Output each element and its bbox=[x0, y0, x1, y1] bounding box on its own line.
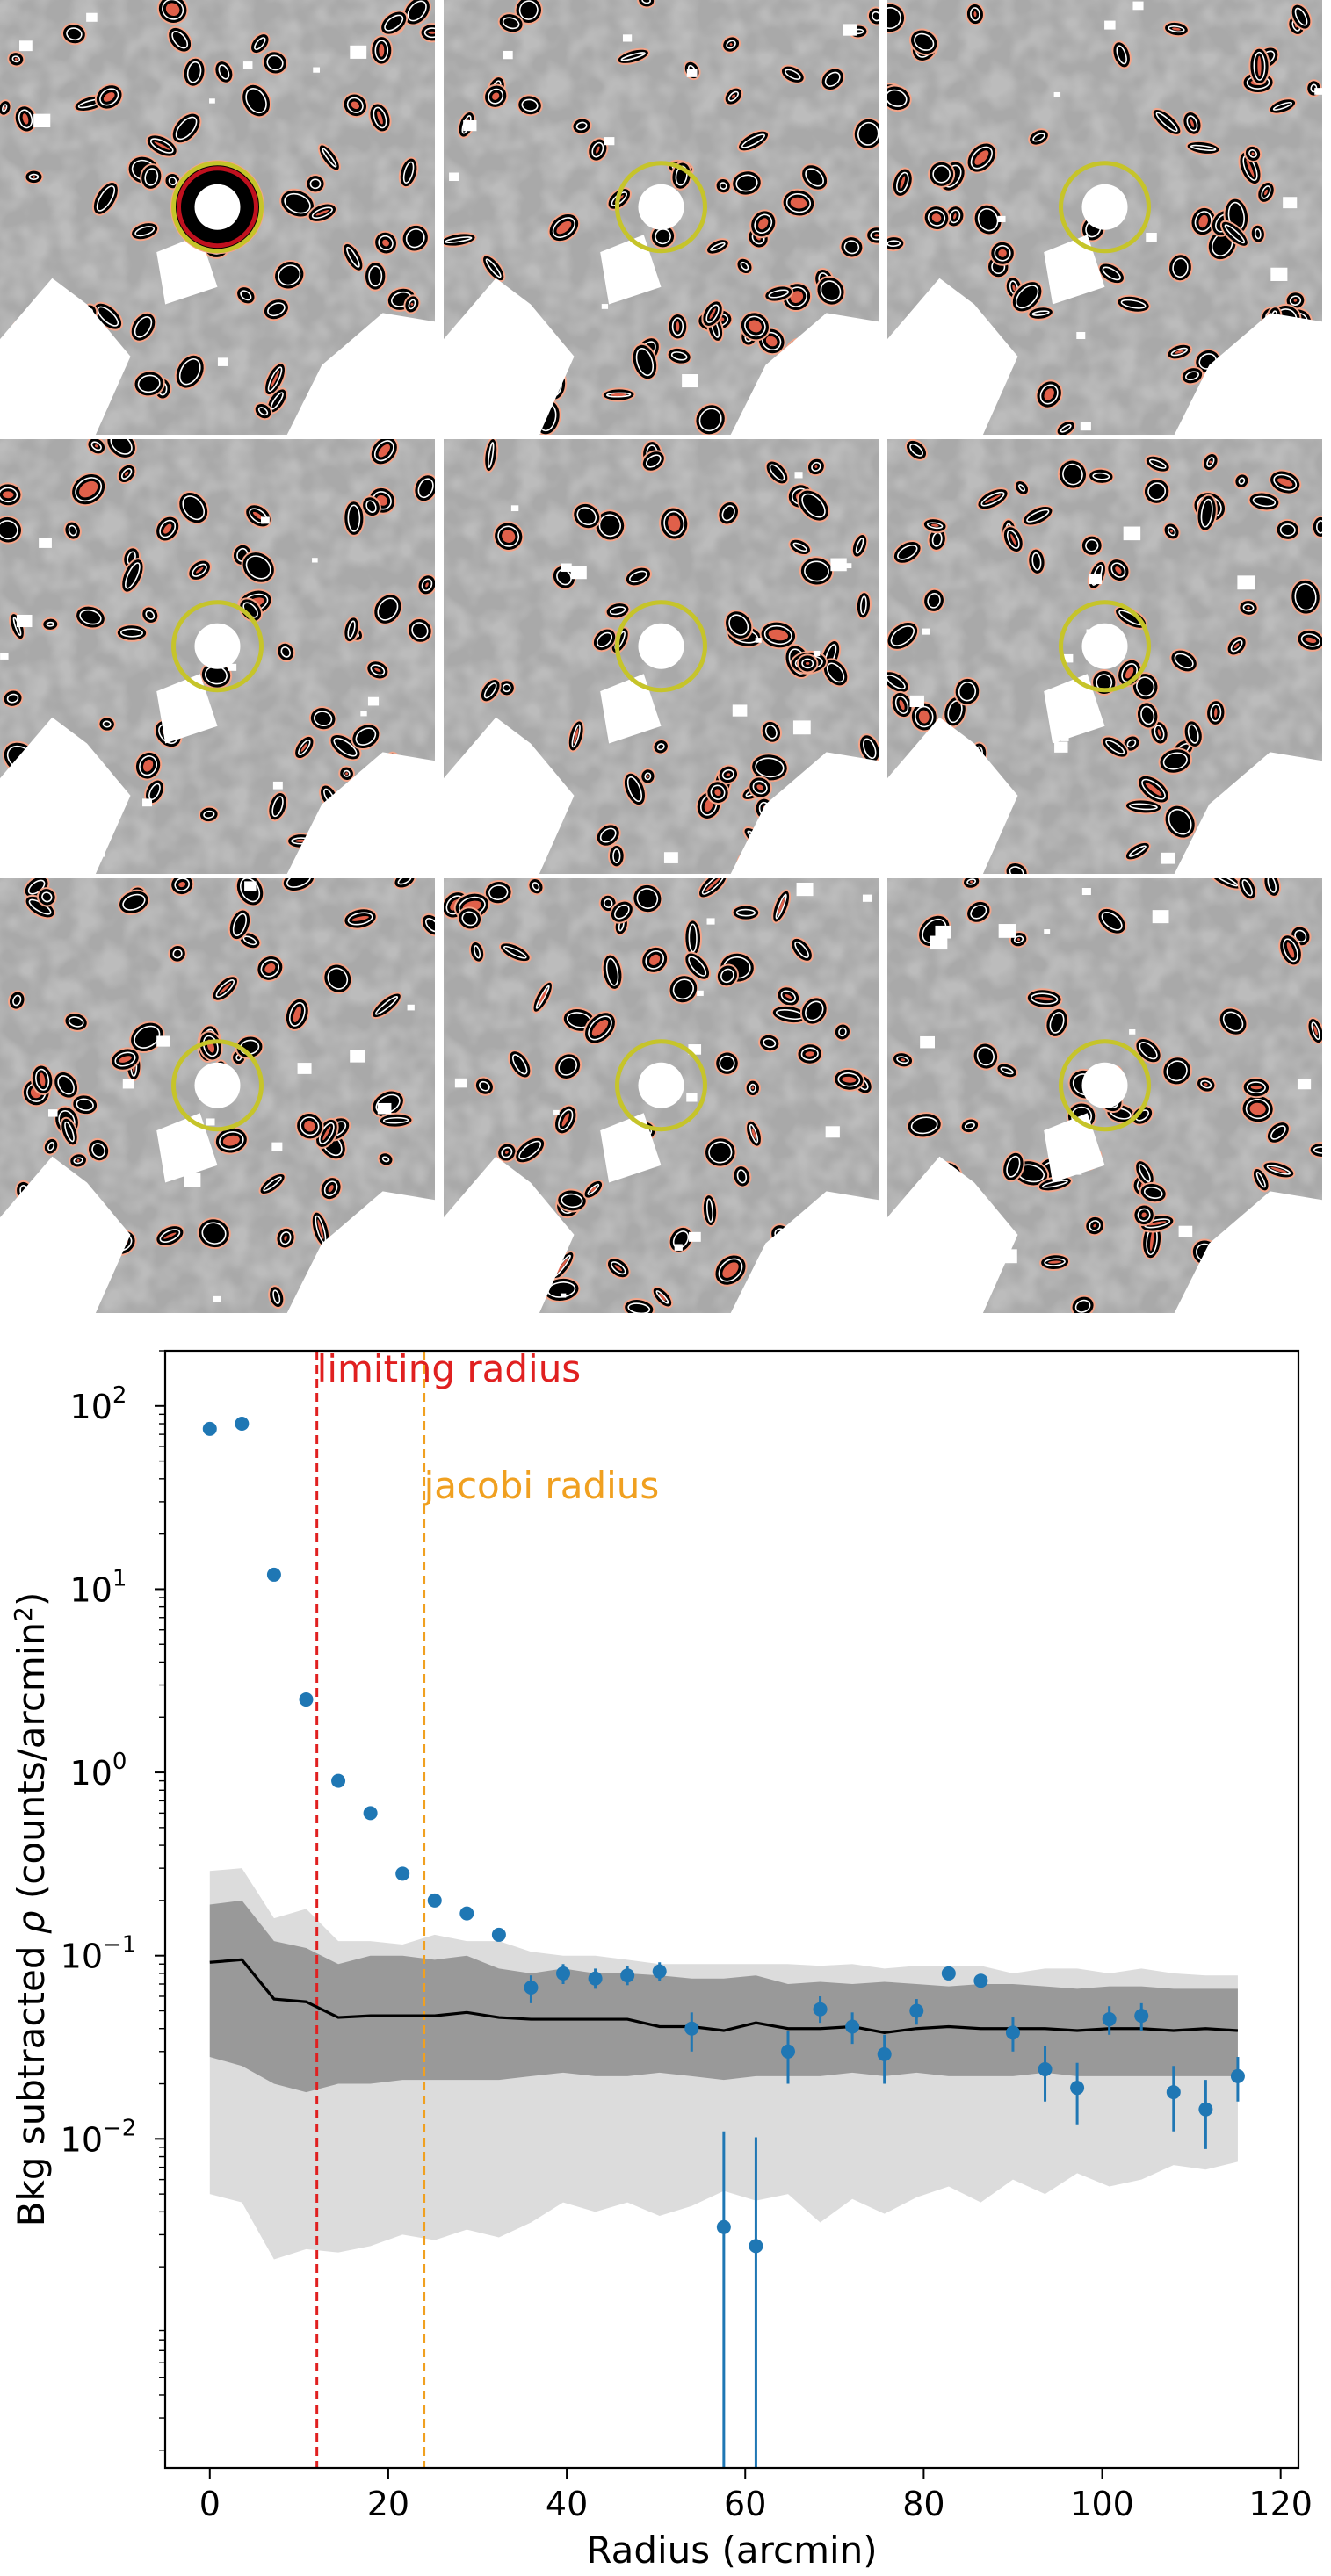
data-point bbox=[877, 2046, 892, 2061]
masked-regions bbox=[444, 882, 879, 1313]
map-panel-3 bbox=[887, 0, 1322, 435]
data-point bbox=[266, 1567, 281, 1582]
y-tick-label: 10−1 bbox=[61, 1932, 137, 1976]
x-tick-label: 20 bbox=[367, 2485, 409, 2523]
data-point bbox=[1230, 2068, 1245, 2083]
map-panel-1 bbox=[0, 0, 435, 435]
confidence-bands bbox=[209, 1868, 1238, 2260]
cluster-center-mask bbox=[638, 184, 684, 230]
cluster-center-mask bbox=[1081, 1062, 1128, 1108]
cluster-center-mask bbox=[638, 1062, 684, 1108]
data-point bbox=[1166, 2085, 1181, 2100]
background-median-line bbox=[209, 1958, 1239, 2034]
x-tick-label: 0 bbox=[199, 2485, 221, 2523]
y-tick-label: 102 bbox=[70, 1382, 127, 1426]
y-tick-label: 10−2 bbox=[61, 2115, 137, 2159]
masked-regions bbox=[887, 526, 1322, 874]
median-line bbox=[209, 1958, 1239, 2034]
cluster-center-mask bbox=[194, 1062, 241, 1108]
data-point bbox=[749, 2239, 763, 2254]
data-point bbox=[588, 1971, 603, 1986]
masked-regions bbox=[444, 24, 879, 435]
data-point bbox=[780, 2044, 795, 2059]
data-point bbox=[1070, 2081, 1085, 2096]
masked-regions bbox=[0, 516, 435, 874]
data-point bbox=[1005, 2025, 1020, 2040]
density-map-grid bbox=[0, 0, 1322, 1313]
data-point bbox=[684, 2021, 699, 2036]
map-panel-6 bbox=[887, 439, 1322, 874]
data-point bbox=[909, 2003, 924, 2018]
masked-regions bbox=[0, 881, 435, 1313]
data-point bbox=[813, 2002, 828, 2017]
cluster-center-mask bbox=[638, 623, 684, 669]
map-panel-2 bbox=[444, 0, 879, 435]
cluster-center-mask bbox=[194, 623, 241, 669]
reference-lines: limiting radius jacobi radius bbox=[315, 1347, 660, 2468]
masked-regions bbox=[0, 12, 435, 435]
data-point bbox=[1134, 2009, 1149, 2024]
y-tick-label: 101 bbox=[70, 1565, 127, 1609]
cluster-radius-circle bbox=[1059, 161, 1151, 254]
data-point bbox=[973, 1973, 988, 1988]
data-point bbox=[1102, 2012, 1117, 2027]
data-point bbox=[331, 1773, 346, 1788]
cluster-radius-circle bbox=[1059, 600, 1151, 693]
cluster-radius-circle bbox=[615, 161, 707, 254]
data-points bbox=[202, 1417, 1245, 2468]
data-point bbox=[716, 2219, 731, 2234]
x-tick-label: 60 bbox=[724, 2485, 766, 2523]
data-point bbox=[1038, 2062, 1053, 2077]
y-tick-label: 100 bbox=[70, 1749, 127, 1793]
map-panel-7 bbox=[0, 878, 435, 1313]
data-point bbox=[524, 1980, 539, 1995]
cluster-radius-circle bbox=[171, 161, 264, 254]
data-point bbox=[491, 1927, 506, 1942]
x-axis-ticks: 0 20 40 60 80 100 120 bbox=[199, 2468, 1313, 2523]
x-tick-label: 40 bbox=[546, 2485, 588, 2523]
data-point bbox=[363, 1806, 378, 1821]
cluster-radius-circle bbox=[1059, 1039, 1151, 1132]
data-point bbox=[459, 1906, 474, 1921]
x-tick-label: 100 bbox=[1070, 2485, 1134, 2523]
data-point bbox=[941, 1966, 956, 1981]
masked-regions bbox=[887, 887, 1322, 1313]
masked-regions bbox=[887, 1, 1322, 435]
cluster-center-mask bbox=[194, 184, 241, 230]
confidence-band-2 bbox=[209, 1900, 1238, 2093]
contour-blobs bbox=[887, 2, 1322, 435]
cluster-radius-circle bbox=[171, 600, 264, 693]
cluster-center-mask bbox=[1081, 184, 1128, 230]
y-axis-ticks: 10−2 10−1 100 101 102 bbox=[61, 1350, 165, 2451]
data-point bbox=[556, 1966, 571, 1981]
cluster-radius-circle bbox=[171, 1039, 264, 1132]
data-point bbox=[235, 1417, 250, 1432]
x-axis-label: Radius (arcmin) bbox=[586, 2529, 877, 2572]
x-tick-label: 120 bbox=[1248, 2485, 1313, 2523]
map-panel-8 bbox=[444, 878, 879, 1313]
data-point bbox=[620, 1968, 635, 1983]
plot-frame bbox=[163, 1349, 1300, 2470]
x-tick-label: 80 bbox=[902, 2485, 944, 2523]
cluster-radius-circle bbox=[615, 1039, 707, 1132]
map-panel-9 bbox=[887, 878, 1322, 1313]
y-axis-label: Bkg subtracted ρ (counts/arcmin2) bbox=[9, 1592, 53, 2227]
data-point bbox=[652, 1964, 667, 1979]
radial-profile-chart: limiting radius jacobi radius 0 20 40 60 80 10… bbox=[9, 1347, 1313, 2572]
map-panel-4 bbox=[0, 439, 435, 874]
vline-label-1: limiting radius bbox=[317, 1347, 582, 1390]
data-point bbox=[202, 1421, 217, 1436]
contour-blobs bbox=[5, 878, 435, 1310]
cluster-center-mask bbox=[1081, 623, 1128, 669]
data-point bbox=[427, 1893, 442, 1908]
data-point bbox=[845, 2019, 860, 2034]
map-panel-5 bbox=[444, 439, 879, 874]
data-point bbox=[1198, 2102, 1213, 2117]
vline-label-2: jacobi radius bbox=[423, 1464, 660, 1507]
data-point bbox=[395, 1866, 410, 1881]
masked-regions bbox=[444, 472, 879, 874]
data-point bbox=[299, 1692, 314, 1707]
cluster-radius-circle bbox=[615, 600, 707, 693]
